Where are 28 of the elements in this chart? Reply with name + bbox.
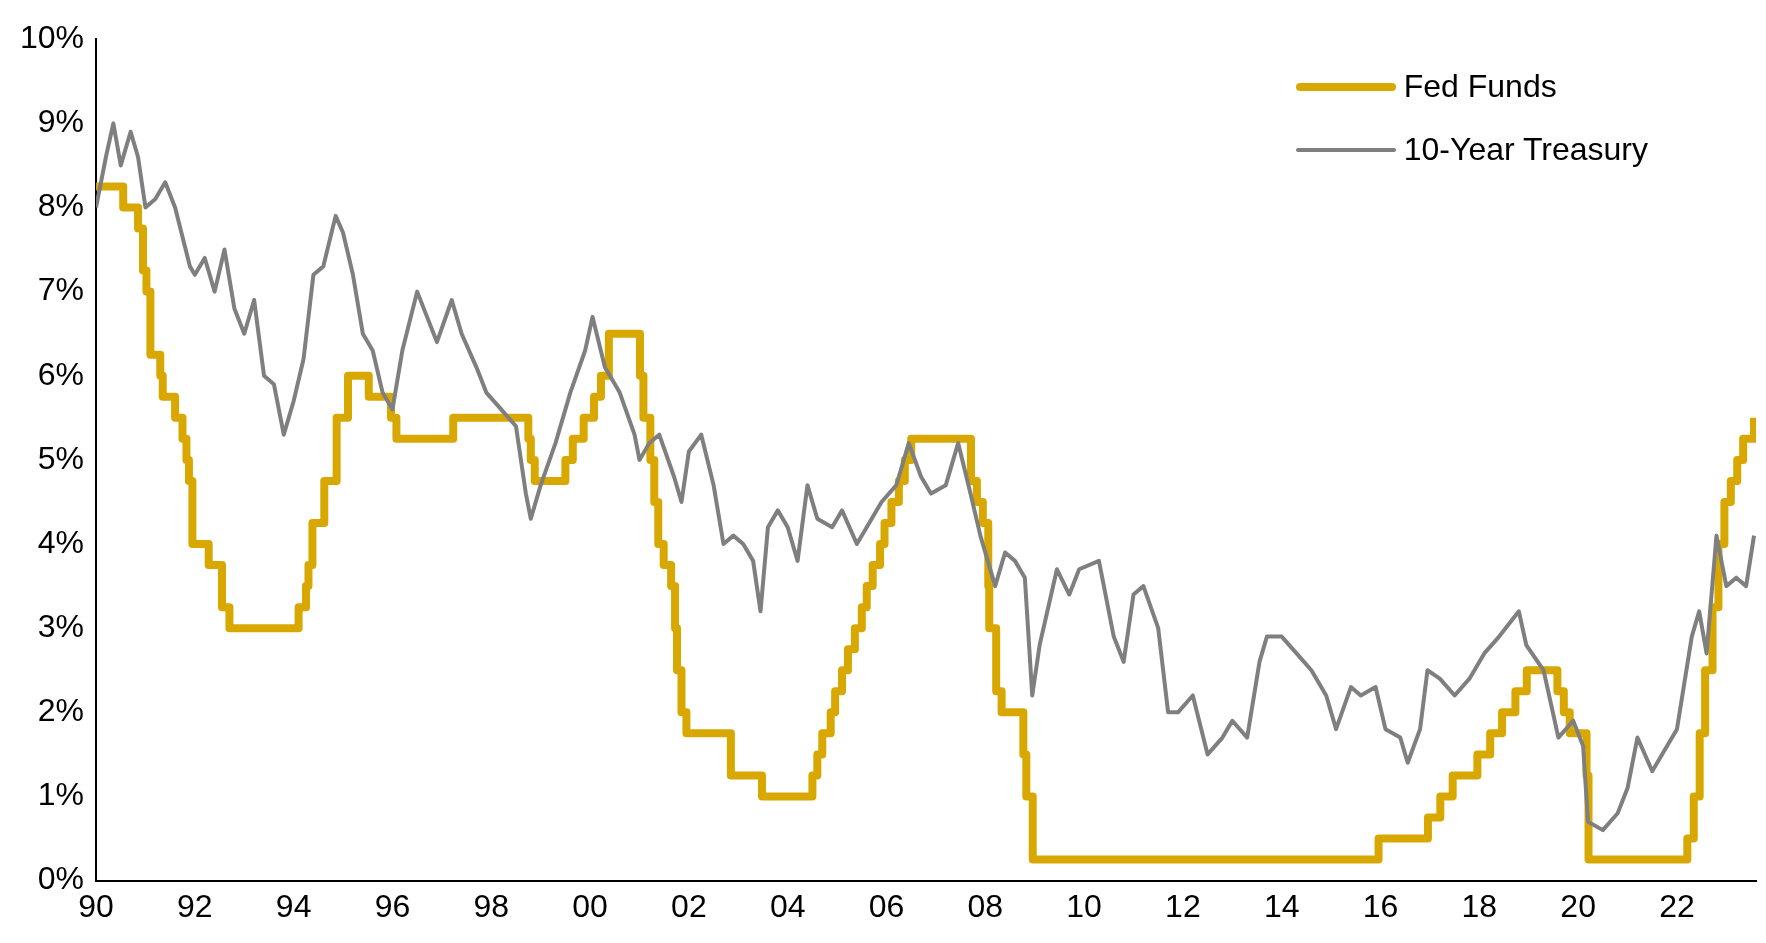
- x-tick-label: 14: [1263, 887, 1300, 924]
- x-tick-label: 06: [868, 887, 905, 924]
- y-tick-label: 1%: [37, 776, 85, 813]
- y-tick-label: 9%: [37, 103, 85, 140]
- y-tick-label: 8%: [37, 187, 85, 224]
- x-tick-label: 00: [572, 887, 608, 924]
- legend-label: Fed Funds: [1403, 68, 1557, 105]
- x-tick-label: 12: [1165, 887, 1201, 924]
- legend-label: 10-Year Treasury: [1403, 131, 1648, 168]
- y-tick-label: 7%: [37, 271, 85, 308]
- y-tick-label: 6%: [37, 355, 85, 392]
- x-tick-label: 08: [967, 887, 1004, 924]
- x-tick-label: 20: [1560, 887, 1596, 924]
- y-tick-label: 10%: [20, 19, 85, 56]
- x-tick-label: 98: [473, 887, 510, 924]
- y-tick-label: 5%: [37, 439, 85, 476]
- y-tick-label: 2%: [37, 692, 85, 729]
- y-tick-label: 4%: [37, 523, 85, 560]
- x-tick-label: 96: [374, 887, 411, 924]
- x-tick-label: 94: [275, 887, 312, 924]
- x-tick-label: 02: [671, 887, 707, 924]
- x-tick-label: 92: [177, 887, 213, 924]
- x-tick-label: 10: [1066, 887, 1102, 924]
- x-tick-label: 22: [1659, 887, 1695, 924]
- x-tick-label: 16: [1362, 887, 1399, 924]
- y-tick-label: 3%: [37, 608, 85, 645]
- x-tick-label: 04: [769, 887, 806, 924]
- x-tick-label: 18: [1461, 887, 1498, 924]
